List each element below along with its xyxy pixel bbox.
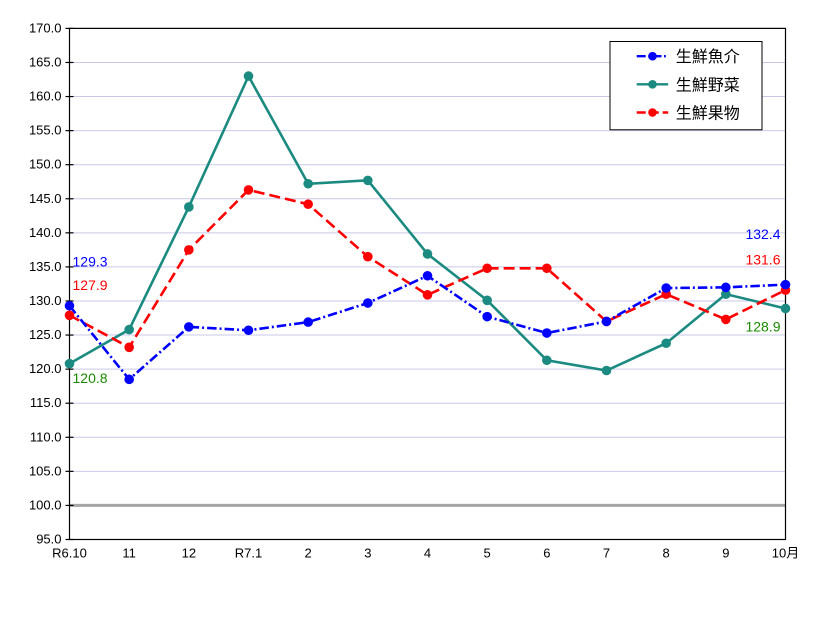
svg-text:170.0: 170.0 — [29, 20, 62, 35]
svg-text:140.0: 140.0 — [29, 225, 62, 240]
svg-text:155.0: 155.0 — [29, 123, 62, 138]
svg-text:160.0: 160.0 — [29, 89, 62, 104]
svg-text:132.4: 132.4 — [745, 226, 780, 242]
svg-text:129.3: 129.3 — [73, 254, 108, 270]
svg-text:165.0: 165.0 — [29, 54, 62, 69]
svg-text:生鮮野菜: 生鮮野菜 — [676, 76, 740, 94]
svg-text:130.0: 130.0 — [29, 293, 62, 308]
svg-text:125.0: 125.0 — [29, 327, 62, 342]
svg-text:5: 5 — [484, 546, 491, 561]
svg-text:115.0: 115.0 — [30, 395, 62, 410]
svg-text:12: 12 — [182, 546, 196, 561]
svg-text:100.0: 100.0 — [29, 497, 62, 512]
svg-text:131.6: 131.6 — [745, 251, 780, 267]
svg-text:7: 7 — [603, 546, 610, 561]
svg-text:9: 9 — [722, 546, 729, 561]
svg-text:2: 2 — [305, 546, 312, 561]
svg-text:120.8: 120.8 — [73, 370, 108, 386]
svg-text:3: 3 — [364, 546, 371, 561]
svg-text:95.0: 95.0 — [36, 532, 61, 547]
svg-text:110.0: 110.0 — [30, 429, 62, 444]
svg-text:145.0: 145.0 — [29, 191, 62, 206]
svg-text:8: 8 — [663, 546, 670, 561]
svg-text:120.0: 120.0 — [29, 361, 62, 376]
svg-text:11: 11 — [122, 546, 136, 561]
svg-text:生鮮果物: 生鮮果物 — [676, 105, 740, 123]
svg-text:6: 6 — [543, 546, 550, 561]
svg-text:135.0: 135.0 — [29, 259, 62, 274]
svg-text:R6.10: R6.10 — [52, 546, 87, 561]
svg-text:10月: 10月 — [772, 546, 799, 561]
svg-text:R7.1: R7.1 — [235, 546, 262, 561]
svg-text:127.9: 127.9 — [73, 277, 108, 293]
svg-text:128.9: 128.9 — [745, 319, 780, 335]
svg-text:105.0: 105.0 — [29, 463, 62, 478]
svg-text:4: 4 — [424, 546, 431, 561]
svg-text:150.0: 150.0 — [29, 157, 62, 172]
svg-text:生鮮魚介: 生鮮魚介 — [676, 48, 740, 66]
